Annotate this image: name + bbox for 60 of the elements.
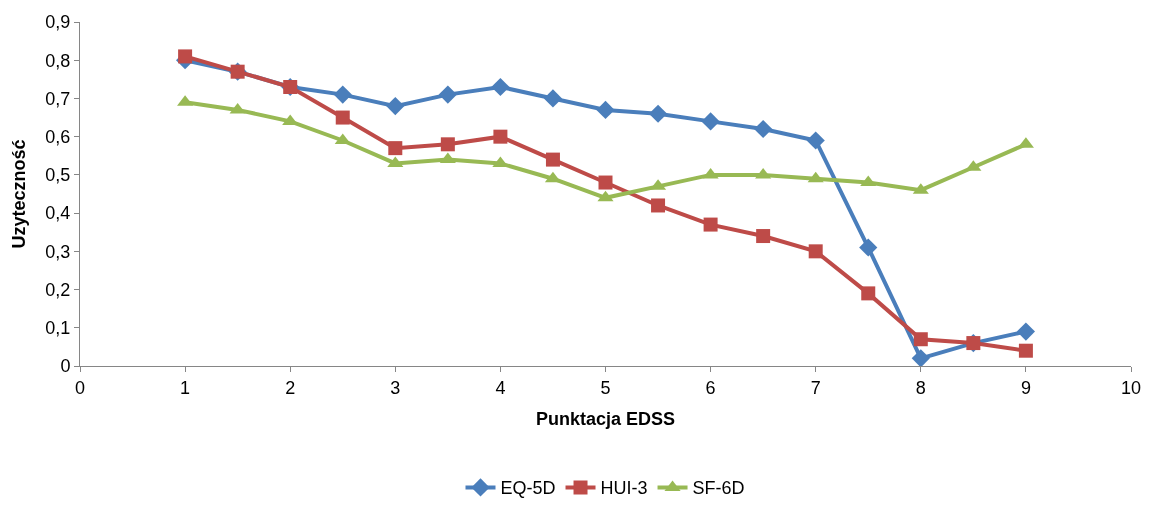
y-tick-label: 0,6 <box>45 126 71 147</box>
x-tick-label: 4 <box>495 377 506 398</box>
point <box>860 175 877 187</box>
point <box>543 89 563 108</box>
y-tick-label: 0,7 <box>45 88 71 109</box>
point <box>1016 322 1035 341</box>
y-tick-label: 0,2 <box>45 279 71 300</box>
x-tick-label: 2 <box>285 377 296 398</box>
point <box>493 129 508 144</box>
point <box>229 102 246 114</box>
y-tick-label: 0,8 <box>45 50 71 71</box>
point <box>1018 343 1033 358</box>
point <box>756 229 771 244</box>
y-tick-label: 0,1 <box>45 318 71 339</box>
point <box>755 167 772 179</box>
point <box>598 175 613 190</box>
legend-label: EQ-5D <box>500 478 556 499</box>
y-axis-title: Uzyteczność <box>8 139 29 249</box>
x-tick-label: 8 <box>915 377 926 398</box>
y-tick-label: 0,3 <box>45 241 71 262</box>
point <box>806 131 825 150</box>
point <box>597 190 614 202</box>
x-tick-label: 5 <box>600 377 611 398</box>
point <box>859 238 878 257</box>
x-tick-label: 6 <box>705 377 716 398</box>
point <box>754 119 773 139</box>
point <box>440 137 455 152</box>
point <box>808 244 823 259</box>
y-tick-label: 0,4 <box>45 203 71 224</box>
point <box>596 100 615 120</box>
y-tick-label: 0 <box>60 356 71 377</box>
point <box>703 217 718 232</box>
x-tick-label: 3 <box>390 377 401 398</box>
point <box>701 112 720 131</box>
x-tick-label: 7 <box>810 377 821 398</box>
y-tick-label: 0,9 <box>45 12 71 33</box>
legend-label: HUI-3 <box>600 478 648 499</box>
point <box>913 332 928 347</box>
point <box>491 77 510 97</box>
point <box>702 167 719 179</box>
point <box>438 85 457 104</box>
point <box>439 152 456 164</box>
x-tick-label: 9 <box>1020 377 1031 398</box>
point <box>545 152 560 167</box>
x-tick-label: 10 <box>1120 377 1142 398</box>
x-tick-label: 1 <box>180 377 191 398</box>
point <box>861 286 876 301</box>
x-axis-title: Punktacja EDSS <box>535 408 676 429</box>
point <box>651 198 666 213</box>
point <box>388 141 403 156</box>
x-tick-label: 0 <box>74 377 86 398</box>
point <box>911 349 930 366</box>
y-tick-label: 0,5 <box>45 165 71 186</box>
legend-label: SF-6D <box>692 478 745 499</box>
point <box>335 110 350 125</box>
point <box>807 171 824 183</box>
point <box>648 104 668 123</box>
point <box>386 96 405 116</box>
point <box>333 85 352 104</box>
point <box>178 49 193 64</box>
